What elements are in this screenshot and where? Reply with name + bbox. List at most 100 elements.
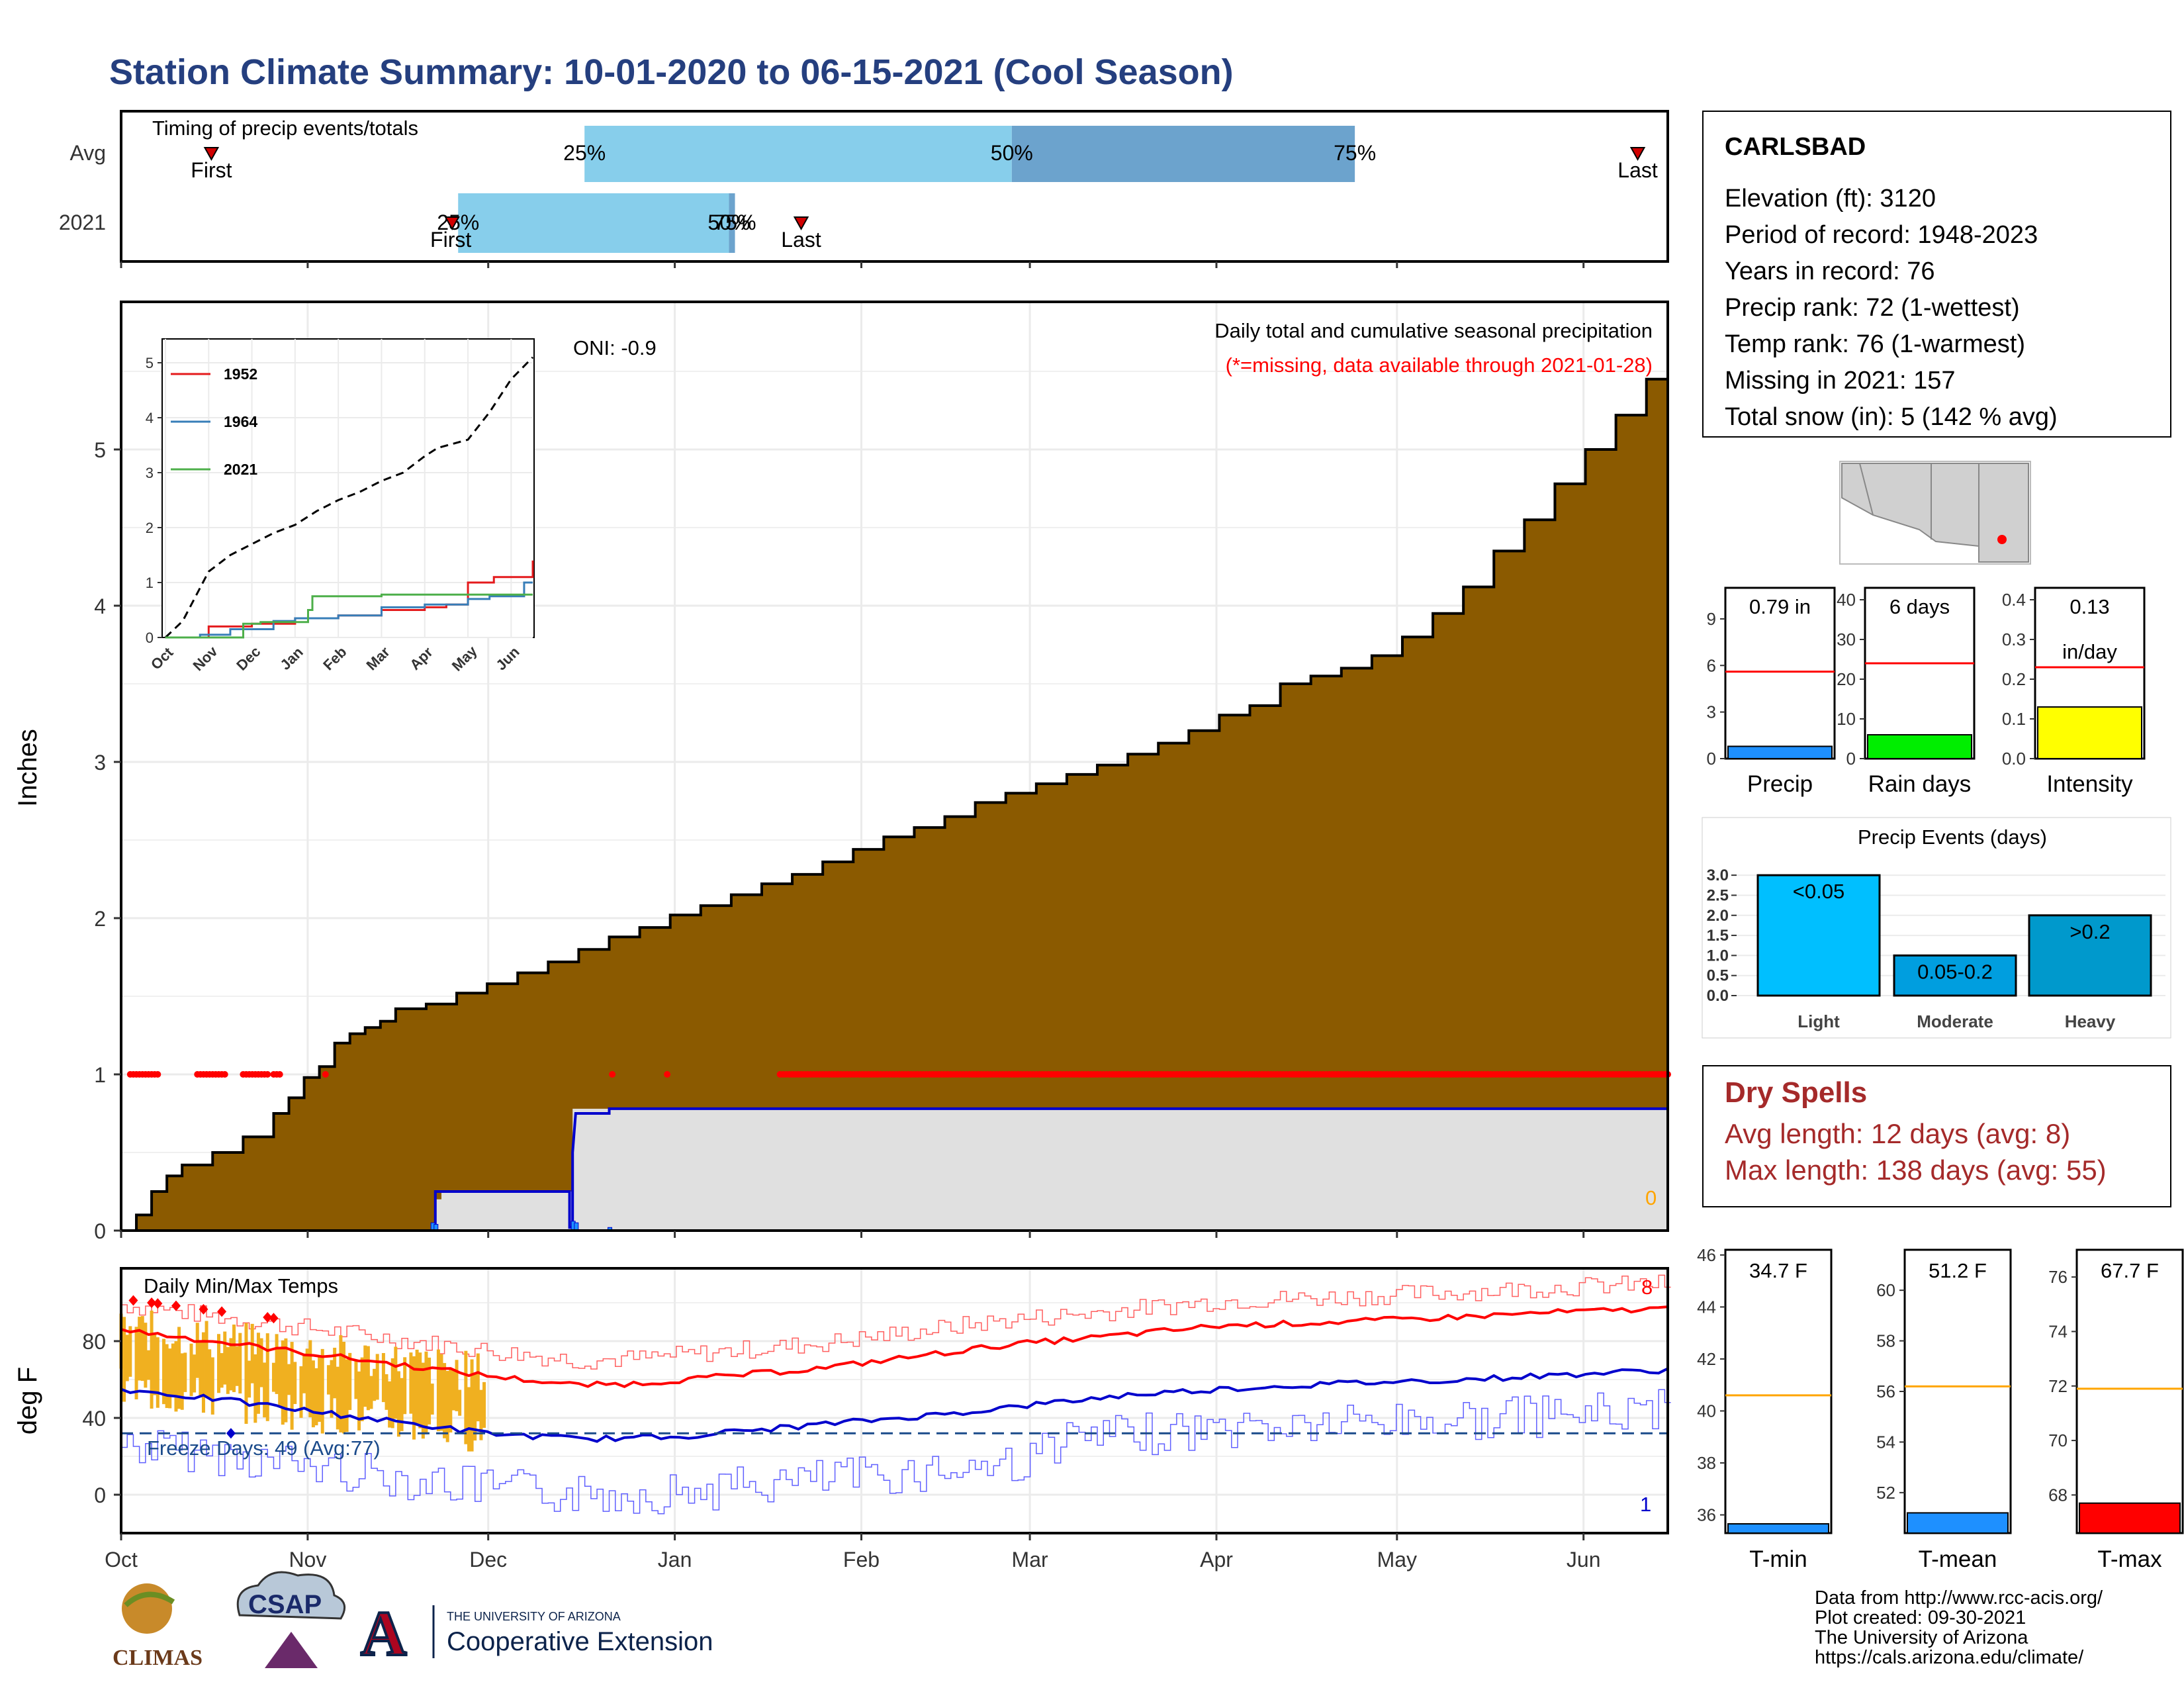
daily-temp-bar [467,1387,471,1452]
footer-line-1: Data from http://www.rcc-acis.org/ [1815,1587,2103,1609]
daily-temp-bar [396,1371,400,1437]
precip-ytick-label-2: 2 [94,907,106,931]
station-snow: Total snow (in): 5 (142 % avg) [1725,403,2058,431]
station-precip-rank: Precip rank: 72 (1-wettest) [1725,294,2020,322]
csap-text: CSAP [248,1590,322,1619]
precip-ytick-label-1: 1 [94,1063,106,1087]
record-high-marker-7 [269,1313,279,1324]
record-high-marker-0 [128,1295,138,1306]
daily-temp-bar [360,1357,364,1421]
precip-frame [120,301,1669,1232]
mini-bar-value-text-0: 0.79 in [1749,595,1811,618]
timing-row-2021: 2021 [59,211,106,234]
station-location-marker [1997,535,2007,544]
timing-title: Timing of precip events/totals [152,117,418,140]
daily-temp-bar [259,1338,263,1387]
precip-ytick-label-3: 3 [94,751,106,774]
daily-temp-bar [455,1360,459,1411]
temp-bar-label-1: T-mean [1919,1546,1997,1572]
temp-panel: 0 40 80 Oct Nov Dec Jan Feb Mar Apr May Jun Daily M… [13,1267,1671,1571]
mini-bar-value-0 [1727,745,1833,760]
daily-temp-bar [428,1357,432,1425]
temp-bar-tick-label-1-3: 58 [1876,1331,1895,1351]
summary-bars: 0 3 6 9 0.79 in Precip 0 10 20 30 40 6 days Rain day… [1707,586,2146,797]
daily-temp-bar [424,1351,428,1434]
daily-temp-bar [357,1371,361,1430]
daily-temp-bar [284,1338,288,1423]
temp-bar-value-text-1: 51.2 F [1929,1259,1987,1282]
daily-temp-bar [171,1343,175,1395]
timing-panel: Timing of precip events/totals Avg 2021 … [59,110,1669,268]
temp-bar-tick-label-0-0: 36 [1697,1505,1716,1525]
station-years: Years in record: 76 [1725,258,1935,285]
daily-temp-bar [348,1352,352,1411]
locator-map [1839,461,2031,565]
temp-ytick-label-2: 80 [82,1330,106,1354]
mini-bar-unit-text: in/day [2062,640,2117,663]
missing-marker [264,1071,271,1078]
inset-legend-label-2: 2021 [224,461,257,478]
daily-temp-bar [403,1357,407,1415]
daily-temp-bar [430,1383,434,1415]
y2021-last-label: Last [781,228,821,252]
temp-bar-tick-label-0-5: 46 [1697,1245,1716,1265]
dry-spells-frame [1702,1065,2171,1207]
mini-bar-label-0: Precip [1747,771,1813,797]
mini-bar-tick-label-2-3: 0.3 [2002,630,2026,649]
mini-bar-tick-label-2-4: 0.4 [2002,590,2026,610]
daily-temp-bar [223,1331,227,1385]
daily-temp-bar [244,1323,248,1424]
daily-temp-bar [311,1360,315,1428]
daily-temp-bar [165,1344,169,1409]
inset-ytick-label-4: 4 [146,410,154,426]
inset-1964-line [165,581,533,639]
daily-temp-bar [189,1343,193,1396]
daily-temp-bar [153,1333,157,1395]
mini-bar-tick-label-2-1: 0.1 [2002,709,2026,729]
inset-ytick-label-2: 2 [146,520,154,536]
daily-temp-bar [470,1359,474,1452]
precip-ytick-label-5: 5 [94,438,106,462]
daily-temp-bar [293,1362,297,1404]
temp-ytick-label-0: 0 [94,1483,106,1507]
daily-temp-bar [248,1360,251,1398]
avg-bar-50-75 [1011,126,1355,182]
events-bar-label-0: <0.05 [1793,880,1844,903]
dry-spells-max: Max length: 138 days (avg: 55) [1725,1154,2107,1186]
record-high-marker-5 [217,1306,227,1317]
mini-bar-tick-label-0-2: 6 [1707,655,1716,675]
daily-temp-bar [421,1362,425,1439]
temp-bar-tick-label-0-3: 42 [1697,1349,1716,1369]
inset-ytick-label-3: 3 [146,465,154,481]
daily-temp-bar [199,1341,203,1397]
daily-temp-bar [128,1326,132,1377]
missing-marker [154,1071,161,1078]
events-bar-0 [1756,874,1881,997]
inset-2021-line [165,593,533,639]
temp-bar-value-text-0: 34.7 F [1749,1259,1807,1282]
footer-line-2: Plot created: 09-30-2021 [1815,1607,2026,1628]
daily-temp-bar [345,1359,349,1432]
cold-days-count: 1 [1640,1493,1651,1516]
temp-bar-tick-label-1-0: 52 [1876,1483,1895,1503]
temp-bar-value-0 [1727,1523,1829,1534]
daily-temp-bar [162,1338,166,1405]
mini-bar-tick-label-2-2: 0.2 [2002,669,2026,689]
daily-temp-bar [278,1348,282,1406]
mini-bar-frame-0 [1724,586,1836,760]
temp-summary-bars: 36 38 40 42 44 46 34.7 F T-min 52 54 56 58 60 51.2 F T… [1697,1245,2184,1572]
dry-spells-avg: Avg length: 12 days (avg: 8) [1725,1118,2070,1149]
daily-temp-bar [394,1346,398,1419]
temp-bar-tick-label-1-1: 54 [1876,1432,1895,1452]
inset-legend-label-1: 1964 [224,413,257,430]
inset-avg-line [164,356,534,639]
mini-bar-value-1 [1867,734,1972,759]
y2021-bar-50-75 [729,193,735,253]
temp-month-label-5: Mar [1012,1548,1048,1571]
temp-bar-tick-label-2-1: 70 [2048,1430,2068,1450]
record-high-marker-4 [199,1303,208,1315]
precip-ytick-label-0: 0 [94,1219,106,1243]
map-states [1841,463,2029,563]
daily-temp-bar [210,1357,214,1415]
